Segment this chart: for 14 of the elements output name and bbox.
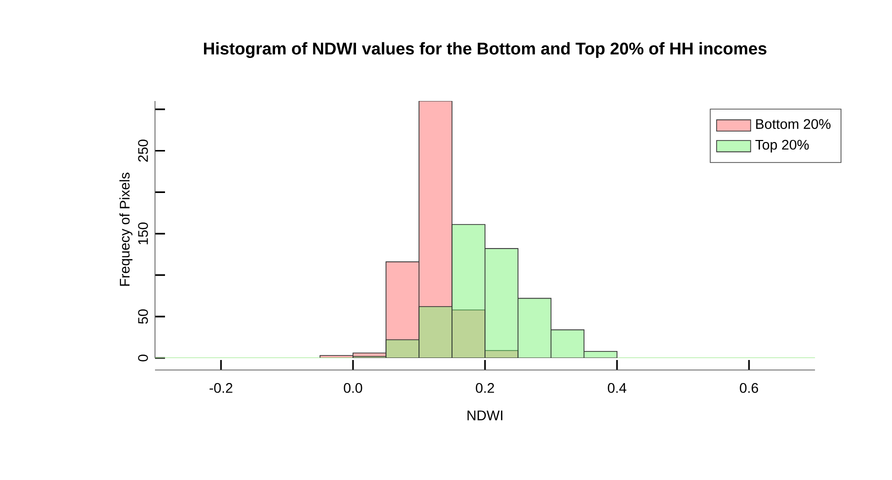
x-tick-label: 0.4 (608, 383, 626, 393)
x-axis-title: NDWI (468, 410, 502, 420)
x-tick-label: 0.6 (740, 383, 758, 393)
y-axis-title: Frequecy of Pixels (119, 172, 132, 286)
y-tick-label: 150 (138, 222, 148, 244)
x-tick-label: 0.0 (344, 383, 362, 393)
x-tick-label: 0.2 (476, 383, 494, 393)
x-tick-label: -0.2 (210, 383, 232, 393)
chart-title: Histogram of NDWI values for the Bottom and Top 20% of HH incomes (204, 42, 766, 58)
legend-label: Top 20% (755, 140, 809, 152)
y-tick-label: 0 (138, 354, 148, 362)
y-tick-label: 250 (138, 140, 148, 162)
y-tick-label: 50 (138, 309, 148, 324)
legend-label: Bottom 20% (756, 119, 831, 129)
